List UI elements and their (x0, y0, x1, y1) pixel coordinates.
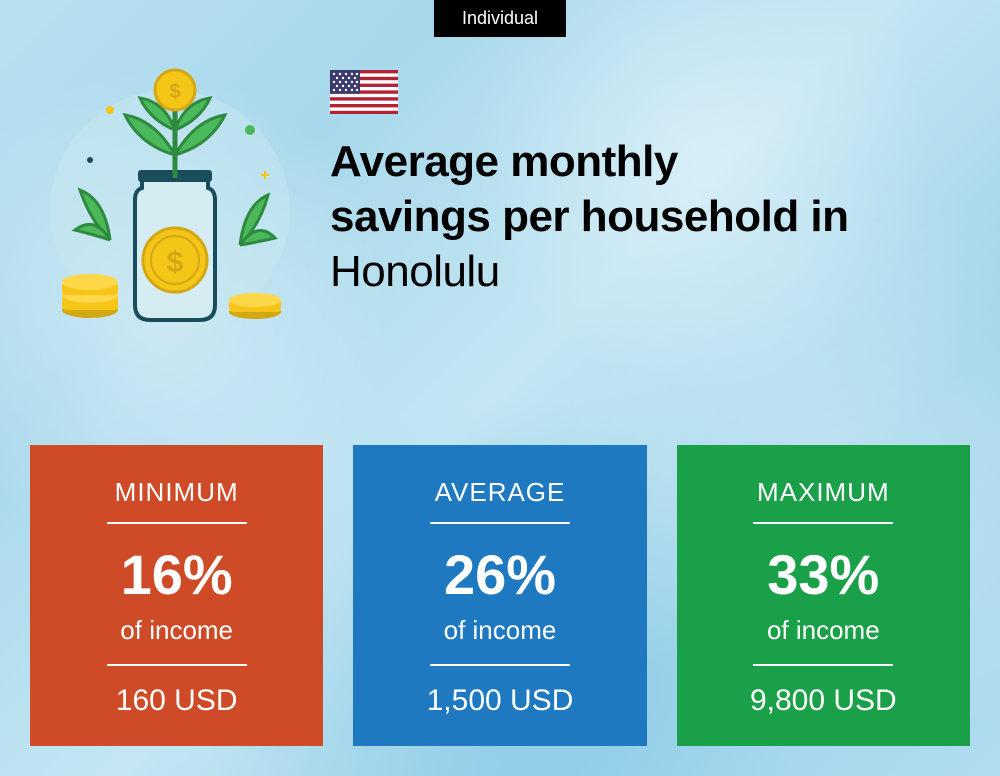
divider (430, 664, 570, 666)
divider (107, 522, 247, 524)
title-city: Honolulu (330, 247, 500, 296)
card-percent: 16% (121, 542, 233, 607)
title-line-2: savings per household in (330, 192, 849, 241)
card-label: MAXIMUM (757, 477, 890, 508)
card-sublabel: of income (767, 615, 880, 646)
card-average: AVERAGE 26% of income 1,500 USD (353, 445, 646, 746)
card-label: MINIMUM (115, 477, 239, 508)
card-amount: 160 USD (116, 684, 238, 718)
header: $ $ (40, 60, 960, 340)
savings-jar-icon: $ $ (40, 60, 300, 340)
card-sublabel: of income (444, 615, 557, 646)
svg-text:$: $ (167, 246, 184, 279)
savings-illustration: $ $ (40, 60, 300, 340)
usa-flag-icon (330, 70, 398, 114)
card-percent: 33% (767, 542, 879, 607)
divider (430, 522, 570, 524)
stat-cards: MINIMUM 16% of income 160 USD AVERAGE 26… (30, 445, 970, 746)
card-maximum: MAXIMUM 33% of income 9,800 USD (677, 445, 970, 746)
svg-text:$: $ (169, 81, 180, 103)
card-sublabel: of income (120, 615, 233, 646)
category-tag: Individual (434, 0, 566, 37)
card-amount: 9,800 USD (750, 684, 897, 718)
page-title: Average monthly savings per household in… (330, 134, 960, 299)
card-percent: 26% (444, 542, 556, 607)
card-amount: 1,500 USD (427, 684, 574, 718)
card-label: AVERAGE (435, 477, 566, 508)
title-line-1: Average monthly (330, 137, 678, 186)
card-minimum: MINIMUM 16% of income 160 USD (30, 445, 323, 746)
divider (753, 522, 893, 524)
divider (753, 664, 893, 666)
divider (107, 664, 247, 666)
title-block: Average monthly savings per household in… (330, 60, 960, 299)
